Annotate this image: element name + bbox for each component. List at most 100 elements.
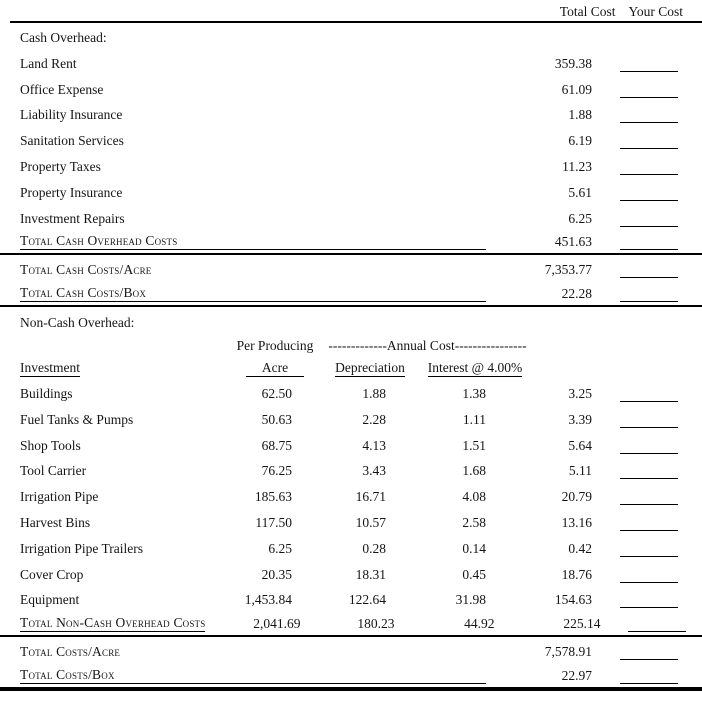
table-row: Property Insurance 5.61 [20,178,678,204]
your-cost-write-in-line [620,96,678,98]
your-cost-write-in-line [620,301,678,303]
depreciation-value: 0.28 [362,540,386,556]
section-rule [0,635,702,638]
annual-cost-spanner-header: -------------Annual Cost---------------- [328,338,527,354]
your-cost-write-in-line [620,581,678,583]
interest-value: 4.08 [462,489,486,505]
row-label: Investment Repairs [20,210,125,226]
your-cost-blank-cell [592,277,678,279]
header-rule [10,21,702,23]
depreciation-value: 18.31 [355,566,386,582]
row-label: Equipment [20,592,80,608]
non-cash-overhead-section: Non-Cash Overhead: [20,307,678,334]
your-cost-write-in-line [620,504,678,506]
your-cost-blank-cell [592,70,678,72]
row-label: Office Expense [20,81,104,97]
your-cost-write-in-line [620,478,678,480]
section-heading: Cash Overhead: [20,30,107,45]
total-cost-value: 18.76 [561,566,592,582]
interest-column-header: Interest @ 4.00% [427,360,523,378]
row-label: Shop Tools [20,437,81,453]
table-row: Irrigation Pipe 185.63 16.71 4.08 20.79 [20,482,678,508]
total-cost-value: 6.25 [568,210,592,226]
total-non-cash-overhead-row: Total Non-Cash Overhead Costs 2,041.69 1… [20,611,687,635]
row-label: Fuel Tanks & Pumps [20,411,134,427]
total-cost-value: 451.63 [554,234,592,250]
total-cost-value: 6.19 [568,133,592,149]
table-column-headers: Total Cost Your Cost [20,0,683,21]
your-cost-write-in-line [620,173,678,175]
your-cost-blank-cell [592,478,678,480]
table-row: Harvest Bins 117.50 10.57 2.58 13.16 [20,508,678,534]
interest-value: 31.98 [455,592,486,608]
table-row: Cover Crop 20.35 18.31 0.45 18.76 [20,560,678,586]
row-label: Cover Crop [20,566,84,582]
interest-value: 1.68 [462,463,486,479]
your-cost-blank-cell [600,631,687,633]
total-cash-costs-acre-row: Total Cash Costs/Acre 7,353.77 [20,255,678,281]
row-label: Property Taxes [20,158,101,174]
table-row: Shop Tools 68.75 4.13 1.51 5.64 [20,431,678,457]
total-cost-value: 3.25 [568,385,592,401]
investment-column-header: Investment [20,360,80,378]
interest-value: 1.38 [462,385,486,401]
total-cost-value: 359.38 [554,55,592,71]
your-cost-blank-cell [592,659,678,661]
your-cost-blank-cell [592,249,678,251]
row-label: Buildings [20,385,73,401]
your-cost-write-in-line [620,70,678,72]
table-row: Equipment 1,453.84 122.64 31.98 154.63 [20,586,678,612]
row-label: Irrigation Pipe [20,489,99,505]
row-label: Sanitation Services [20,133,124,149]
total-row-label: Total Cash Overhead Costs [20,233,486,251]
total-cost-value: 22.28 [561,286,592,302]
total-cash-costs-box-row: Total Cash Costs/Box 22.28 [20,281,678,305]
your-cost-blank-cell [592,148,678,150]
per-producing-header-line1: Per Producing [236,338,314,354]
depreciation-value: 1.88 [362,385,386,401]
total-cost-value: 20.79 [561,489,592,505]
row-label: Irrigation Pipe Trailers [20,540,143,556]
row-label: Property Insurance [20,184,123,200]
table-row: Irrigation Pipe Trailers 6.25 0.28 0.14 … [20,534,678,560]
depreciation-value: 16.71 [355,489,386,505]
your-cost-write-in-line [620,249,678,251]
row-label: Tool Carrier [20,463,87,479]
total-cost-value: 7,578.91 [544,644,592,660]
interest-value: 0.45 [462,566,486,582]
your-cost-write-in-line [620,122,678,124]
row-label: Liability Insurance [20,107,123,123]
interest-value: 44.92 [464,616,495,632]
your-cost-blank-cell [592,682,678,684]
interest-value: 1.51 [462,437,486,453]
section-heading: Non-Cash Overhead: [20,315,135,331]
your-cost-write-in-line [620,607,678,609]
your-cost-blank-cell [592,400,678,402]
interest-value: 1.11 [462,411,486,427]
section-rule [0,305,702,308]
bottom-rule [0,686,702,691]
your-cost-write-in-line [620,225,678,227]
total-row-label: Total Cash Costs/Box [20,285,486,303]
your-cost-write-in-line [620,452,678,454]
per-acre-value: 2,041.69 [253,616,301,632]
your-cost-blank-cell [592,555,678,557]
total-costs-box-row: Total Costs/Box 22.97 [20,663,678,687]
depreciation-column-header: Depreciation [335,360,405,378]
your-cost-blank-cell [592,225,678,227]
total-cost-value: 5.64 [568,437,592,453]
table-row: Investment Repairs 6.25 [20,204,678,230]
total-cost-value: 5.61 [568,184,592,200]
your-cost-write-in-line [628,631,687,633]
table-row: Fuel Tanks & Pumps 50.63 2.28 1.11 3.39 [20,405,678,431]
your-cost-write-in-line [620,555,678,557]
total-cost-value: 5.11 [568,463,592,479]
depreciation-value: 2.28 [362,411,386,427]
total-cost-value: 7,353.77 [544,262,592,278]
per-acre-value: 117.50 [255,514,292,530]
total-cost-value: 0.42 [568,540,592,556]
your-cost-blank-cell [592,301,678,303]
row-label: Harvest Bins [20,514,91,530]
per-acre-value: 76.25 [261,463,292,479]
total-cost-value: 61.09 [561,81,592,97]
